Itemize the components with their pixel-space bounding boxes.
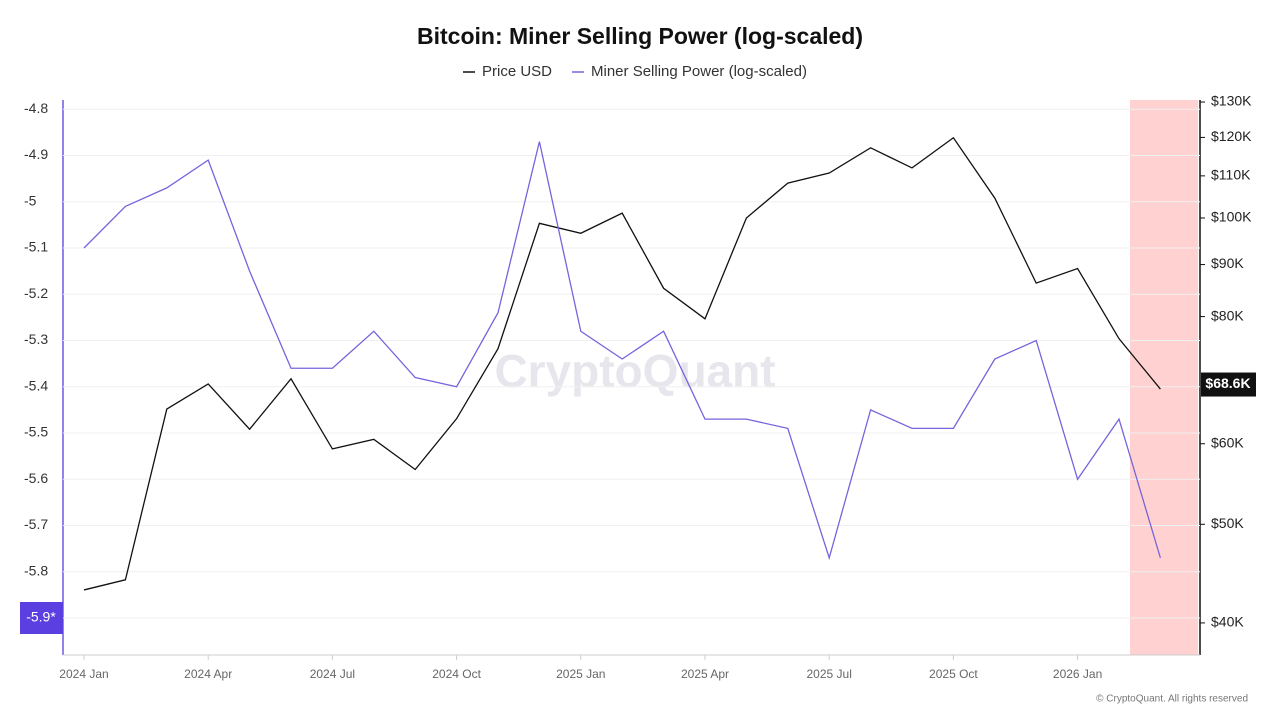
x-tick-label: 2024 Oct [432,667,481,681]
series-line [83,136,1161,591]
price-end-label: $68.6K [1205,375,1250,391]
y2-tick-label: $130K [1211,93,1252,109]
watermark: CryptoQuant [494,345,775,397]
x-tick-label: 2025 Jan [556,667,605,681]
x-tick-label: 2024 Apr [184,667,232,681]
series-line [83,141,1162,561]
msp-end-box [20,602,63,634]
x-tick-label: 2026 Jan [1053,667,1102,681]
x-tick-label: 2025 Jul [807,667,852,681]
footer: © CryptoQuant. All rights reserved [1096,694,1248,705]
legend-label: Miner Selling Power (log-scaled) [591,63,807,80]
y-tick-label: -5.8 [24,562,48,578]
x-tick-label: 2024 Jul [310,667,355,681]
price-end-box [1201,372,1256,397]
chart-title: Bitcoin: Miner Selling Power (log-scaled… [417,23,863,49]
y-tick-label: -5.2 [24,285,48,301]
highlight-region [1130,100,1198,655]
y2-tick-label: $110K [1211,167,1251,183]
y-tick-label: -5 [24,192,37,208]
y-tick-label: -5.5 [24,424,48,440]
y2-tick-label: $120K [1211,128,1252,144]
y-tick-label: -4.8 [24,100,48,116]
y-tick-label: -5.6 [24,470,48,486]
y-tick-label: -5.1 [24,239,48,255]
y-tick-label: -5.7 [24,516,48,532]
y2-tick-label: $60K [1211,434,1244,450]
y2-tick-label: $50K [1211,515,1244,531]
y2-tick-label: $100K [1211,209,1252,225]
y2-tick-label: $40K [1211,614,1244,630]
x-tick-label: 2025 Oct [929,667,978,681]
y-tick-label: -5.4 [24,377,48,393]
msp-end-label: -5.9* [26,609,56,625]
x-tick-label: 2025 Apr [681,667,729,681]
y-tick-label: -5.3 [24,331,48,347]
x-tick-label: 2024 Jan [59,667,108,681]
y2-tick-label: $80K [1211,307,1244,323]
y2-tick-label: $90K [1211,255,1244,271]
y-tick-label: -4.9 [24,146,48,162]
legend-label: Price USD [482,63,552,80]
